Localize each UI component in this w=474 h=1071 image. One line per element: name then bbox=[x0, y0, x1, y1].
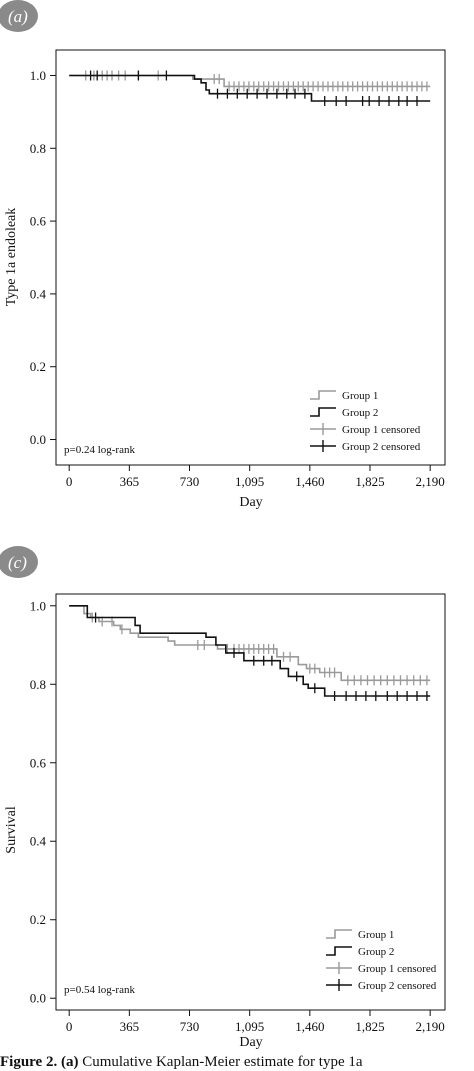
caption-panel: (a) bbox=[60, 1054, 79, 1070]
y-axis: 0.0 0.2 0.4 0.6 0.8 1.0 bbox=[30, 598, 56, 1006]
y-tick-label: 0.6 bbox=[30, 755, 47, 770]
panel-label-badge: (c) bbox=[0, 546, 38, 578]
legend-item-group-2-censored: Group 2 censored bbox=[326, 979, 437, 992]
x-axis: 0 365 730 1,095 1,460 1,825 2,190 bbox=[66, 1010, 445, 1034]
legend-swatch-group-2-censored bbox=[326, 979, 352, 991]
legend-item-group-2: Group 2 bbox=[326, 946, 394, 958]
y-tick-label: 0.0 bbox=[30, 432, 46, 447]
legend-item-group-2-censored: Group 2 censored bbox=[310, 440, 421, 453]
legend-item-group-1: Group 1 bbox=[310, 390, 378, 402]
x-tick-label: 1,460 bbox=[295, 1019, 324, 1034]
legend: Group 1 Group 2 Group 1 censored Group 2… bbox=[326, 929, 437, 992]
log-rank-annotation: p=0.24 log-rank bbox=[64, 444, 135, 456]
chart-panel-a: (a) 0 365 730 1,095 1,460 1,825 2,190 0.00.20.… bbox=[0, 0, 446, 510]
x-tick-label: 1,095 bbox=[235, 1019, 264, 1034]
legend-item-group-1: Group 1 bbox=[326, 929, 394, 941]
plot-frame bbox=[55, 593, 446, 1011]
legend-swatch-group-1 bbox=[310, 390, 336, 400]
x-axis-title: Day bbox=[239, 1035, 262, 1050]
x-tick-label: 1,460 bbox=[295, 474, 324, 489]
x-tick-label: 730 bbox=[180, 474, 200, 489]
legend: Group 1 Group 2 Group 1 censored Group 2… bbox=[310, 390, 421, 453]
y-tick-label: 0.4 bbox=[30, 286, 47, 301]
y-tick-label: 0.2 bbox=[30, 359, 46, 374]
y-tick-label: 1.0 bbox=[30, 68, 46, 83]
x-tick-label: 2,190 bbox=[416, 1019, 445, 1034]
y-tick-label: 0.6 bbox=[30, 214, 47, 229]
km-curve-group-1 bbox=[69, 74, 431, 88]
x-axis-title: Day bbox=[239, 495, 262, 510]
y-tick-label: 0.2 bbox=[30, 912, 46, 927]
legend-item-group-1-censored: Group 1 censored bbox=[310, 423, 421, 436]
legend-label-group-1: Group 1 bbox=[342, 390, 378, 402]
x-tick-label: 365 bbox=[120, 1019, 140, 1034]
y-tick-label: 0.8 bbox=[30, 141, 46, 156]
survival-curves bbox=[69, 605, 431, 701]
y-axis-title: Survival bbox=[4, 806, 19, 854]
x-tick-label: 0 bbox=[66, 474, 73, 489]
panel-label-badge-shape bbox=[0, 0, 38, 32]
y-axis-title: Type 1a endoleak bbox=[4, 208, 19, 307]
x-tick-label: 365 bbox=[120, 474, 140, 489]
legend-label-group-2: Group 2 bbox=[358, 946, 394, 958]
y-tick-label: 0.4 bbox=[30, 834, 47, 849]
caption-lead: Figure 2. bbox=[0, 1054, 58, 1070]
legend-swatch-group-1-censored bbox=[326, 962, 352, 974]
figure-caption: Figure 2. (a) Cumulative Kaplan-Meier es… bbox=[0, 1053, 474, 1071]
legend-swatch-group-2 bbox=[326, 946, 352, 956]
y-tick-label: 0.8 bbox=[30, 677, 46, 692]
legend-swatch-group-1-censored bbox=[310, 423, 336, 435]
x-tick-label: 0 bbox=[66, 1019, 73, 1034]
legend-label-group-2-censored: Group 2 censored bbox=[342, 441, 421, 453]
legend-item-group-2: Group 2 bbox=[310, 407, 378, 419]
x-tick-label: 1,095 bbox=[235, 474, 264, 489]
legend-swatch-group-2-censored bbox=[310, 440, 336, 452]
km-curve-group-2 bbox=[69, 605, 431, 697]
legend-label-group-2-censored: Group 2 censored bbox=[358, 980, 437, 992]
km-curve-group-2 bbox=[69, 74, 431, 102]
legend-label-group-2: Group 2 bbox=[342, 407, 378, 419]
survival-curves bbox=[69, 70, 431, 106]
panel-label: (a) bbox=[8, 7, 28, 26]
x-tick-label: 2,190 bbox=[416, 474, 445, 489]
legend-label-group-1-censored: Group 1 censored bbox=[358, 963, 437, 975]
x-tick-label: 730 bbox=[180, 1019, 200, 1034]
caption-text: Cumulative Kaplan-Meier estimate for typ… bbox=[82, 1054, 363, 1070]
panel-label-badge-shape bbox=[0, 546, 38, 578]
legend-swatch-group-2 bbox=[310, 407, 336, 417]
plot-frame bbox=[55, 49, 446, 466]
legend-label-group-1: Group 1 bbox=[358, 929, 394, 941]
chart-panel-c: (c) 0 365 730 1,095 1,460 1,825 2,190 0.00.20.… bbox=[0, 546, 446, 1050]
x-axis: 0 365 730 1,095 1,460 1,825 2,190 bbox=[66, 465, 445, 489]
legend-item-group-1-censored: Group 1 censored bbox=[326, 962, 437, 975]
panel-label-badge: (a) bbox=[0, 0, 38, 32]
x-tick-label: 1,825 bbox=[355, 474, 384, 489]
panel-label: (c) bbox=[8, 553, 27, 572]
legend-label-group-1-censored: Group 1 censored bbox=[342, 424, 421, 436]
y-tick-label: 1.0 bbox=[30, 598, 46, 613]
log-rank-annotation: p=0.54 log-rank bbox=[64, 984, 135, 996]
y-tick-label: 0.0 bbox=[30, 991, 46, 1006]
legend-swatch-group-1 bbox=[326, 929, 352, 939]
y-axis: 0.0 0.2 0.4 0.6 0.8 1.0 bbox=[30, 68, 56, 447]
x-tick-label: 1,825 bbox=[355, 1019, 384, 1034]
